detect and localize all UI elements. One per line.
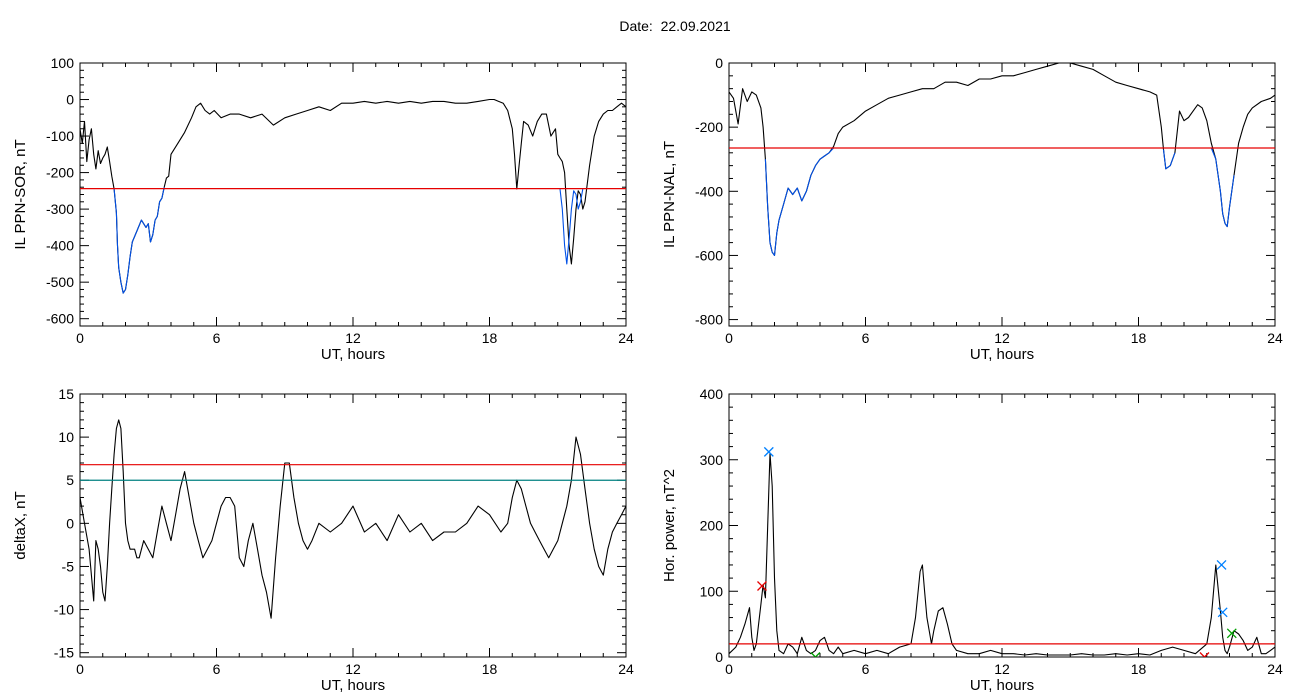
- y-tick-label: 5: [66, 472, 74, 488]
- x-axis-label: UT, hours: [970, 677, 1034, 694]
- y-tick-label: -100: [46, 128, 74, 144]
- y-tick-label: -200: [695, 119, 723, 135]
- y-tick-label: -200: [46, 165, 74, 181]
- figure-date-title: Date: 22.09.2021: [0, 18, 1300, 34]
- peak-marker-5: [810, 652, 821, 657]
- date-label: Date:: [619, 18, 653, 34]
- date-value: 22.09.2021: [660, 18, 731, 34]
- x-tick-label: 6: [862, 330, 870, 346]
- y-tick-label: -5: [62, 558, 75, 574]
- y-tick-label: 100: [700, 583, 724, 599]
- peak-marker-1: [763, 446, 774, 457]
- plot-frame: [728, 393, 1276, 658]
- x-tick-label: 6: [213, 330, 221, 346]
- y-axis-label: IL PPN-NAL, nT: [661, 141, 678, 248]
- y-tick-label: 100: [51, 55, 75, 71]
- x-tick-label: 0: [76, 330, 84, 346]
- y-tick-label: 0: [66, 515, 74, 531]
- y-tick-label: 10: [58, 429, 74, 445]
- x-tick-label: 12: [345, 330, 361, 346]
- x-tick-label: 18: [1131, 330, 1147, 346]
- x-tick-label: 0: [725, 330, 733, 346]
- peak-marker-6: [1199, 652, 1210, 657]
- x-tick-label: 18: [1131, 661, 1147, 677]
- y-tick-label: -300: [46, 201, 74, 217]
- y-axis-label: IL PPN-SOR, nT: [12, 139, 29, 249]
- x-tick-label: 18: [482, 330, 498, 346]
- plot-frame: [79, 62, 627, 327]
- series-line-2: [1162, 149, 1176, 170]
- chart-panel-sor: 0 6 12 18 24 100 0 -100 -200 -300 -400 -500 -600 UT, …: [12, 55, 634, 363]
- peak-marker-2: [1216, 559, 1227, 570]
- x-tick-label: 18: [482, 661, 498, 677]
- y-tick-label: 0: [715, 55, 723, 71]
- y-axis-label: deltaX, nT: [12, 491, 29, 559]
- series-line-0: [729, 452, 1275, 656]
- series-group: [729, 446, 1275, 657]
- series-line-0: [729, 63, 1275, 256]
- y-tick-label: 300: [700, 452, 724, 468]
- series-line-1: [113, 187, 165, 294]
- y-tick-label: -400: [46, 238, 74, 254]
- y-tick-label: -600: [695, 247, 723, 263]
- peak-marker-3: [1217, 607, 1228, 618]
- series-line-0: [80, 419, 626, 619]
- y-tick-label: -400: [695, 183, 723, 199]
- x-tick-label: 24: [618, 661, 634, 677]
- y-axis-label: Hor. power, nT^2: [661, 469, 678, 582]
- x-axis-label: UT, hours: [321, 677, 385, 694]
- x-tick-label: 12: [994, 661, 1010, 677]
- y-tick-label: 0: [66, 92, 74, 108]
- x-tick-label: 0: [725, 661, 733, 677]
- x-axis-label: UT, hours: [321, 346, 385, 363]
- plot-frame: [79, 393, 627, 658]
- y-tick-label: 200: [700, 518, 724, 534]
- chart-panel-nal: 0 6 12 18 24 0 -200 -400 -600 -800 UT, hours IL PPN…: [661, 55, 1283, 363]
- chart-panel-deltax: 0 6 12 18 24 15 10 5 0 -5 -10 -15 UT, hours deltaX, n…: [12, 386, 634, 694]
- series-group: [80, 419, 626, 619]
- x-axis-label: UT, hours: [970, 346, 1034, 363]
- x-tick-label: 6: [862, 661, 870, 677]
- x-tick-label: 24: [1267, 661, 1283, 677]
- y-tick-label: 0: [715, 649, 723, 665]
- series-line-2: [559, 188, 584, 265]
- y-tick-label: 400: [700, 386, 724, 402]
- plot-frame: [728, 62, 1276, 327]
- y-tick-label: -600: [46, 311, 74, 327]
- x-tick-label: 6: [213, 661, 221, 677]
- y-tick-label: -500: [46, 274, 74, 290]
- series-group: [80, 98, 626, 294]
- series-group: [729, 63, 1275, 256]
- y-tick-label: 15: [58, 386, 74, 402]
- x-tick-label: 12: [994, 330, 1010, 346]
- y-tick-label: -800: [695, 312, 723, 328]
- y-tick-label: -10: [54, 602, 74, 618]
- x-tick-label: 24: [618, 330, 634, 346]
- peak-marker-4: [1226, 628, 1237, 639]
- y-tick-label: -15: [54, 645, 74, 661]
- x-tick-label: 24: [1267, 330, 1283, 346]
- x-tick-label: 0: [76, 661, 84, 677]
- x-tick-label: 12: [345, 661, 361, 677]
- series-line-3: [1210, 147, 1235, 228]
- chart-panel-power: 0 6 12 18 24 400 300 200 100 0 UT, hours Hor. power…: [661, 386, 1283, 694]
- series-line-1: [764, 147, 835, 256]
- peak-marker-0: [757, 581, 767, 591]
